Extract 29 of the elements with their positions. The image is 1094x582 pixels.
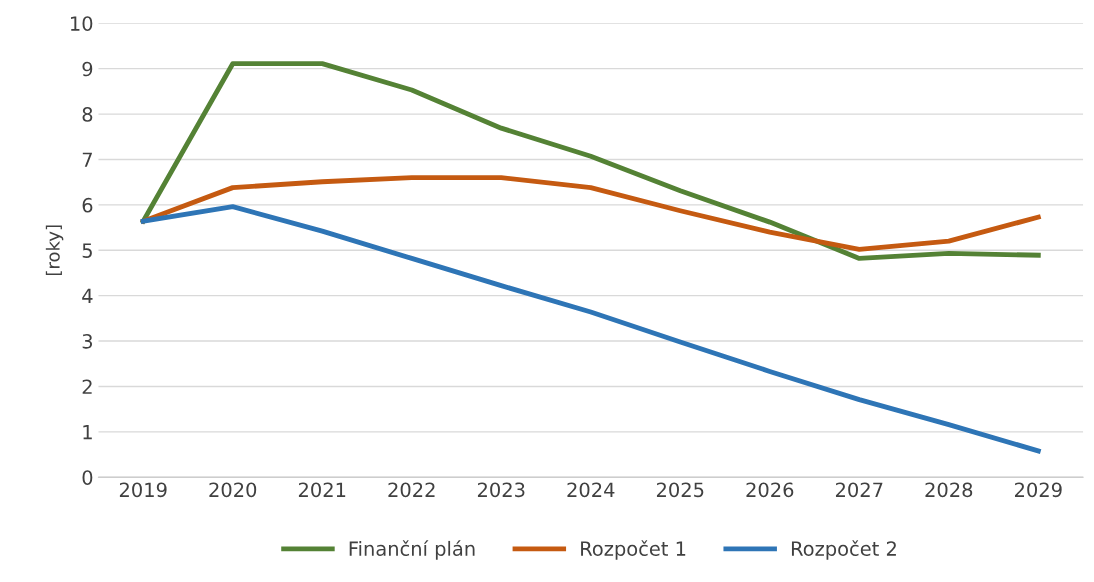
x-tick-label: 2028 — [925, 482, 973, 498]
y-tick-label: 0 — [82, 470, 93, 485]
y-tick-label: 1 — [83, 425, 92, 440]
x-tick-label: 2023 — [477, 482, 525, 498]
legend-label: Rozpočet 1 — [581, 540, 686, 560]
legend-label: Finanční plán — [349, 540, 475, 560]
y-tick-label: 4 — [82, 288, 93, 304]
y-tick-label: 5 — [82, 243, 92, 258]
x-tick-label: 2020 — [209, 482, 257, 498]
y-tick-label: 10 — [70, 16, 93, 31]
line-series — [140, 61, 1041, 261]
y-tick-label: 9 — [82, 61, 93, 77]
legend-label: Rozpočet 2 — [791, 540, 896, 560]
x-tick-label: 2027 — [835, 482, 883, 498]
x-tick-label: 2026 — [746, 482, 794, 498]
x-tick-label: 2029 — [1014, 482, 1062, 498]
line-series — [140, 175, 1041, 252]
y-tick-label: 7 — [82, 152, 92, 167]
y-axis-title: [roky] — [45, 225, 64, 276]
x-tick-label: 2025 — [656, 482, 704, 498]
y-tick-label: 3 — [82, 334, 93, 349]
y-tick-label: 2 — [82, 379, 92, 394]
y-tick-label: 8 — [82, 107, 93, 122]
x-tick-label: 2022 — [388, 482, 435, 498]
y-tick-label: 6 — [82, 197, 93, 213]
line-series — [140, 204, 1041, 454]
x-tick-label: 2024 — [567, 482, 615, 498]
x-tick-label: 2019 — [119, 482, 167, 498]
x-tick-label: 2021 — [298, 482, 346, 498]
